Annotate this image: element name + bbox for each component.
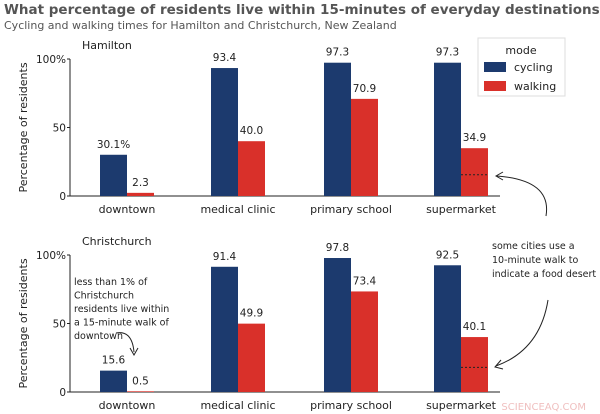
bar-cycling xyxy=(324,258,351,392)
legend-title: mode xyxy=(505,44,536,57)
legend-swatch-cycling xyxy=(484,62,506,72)
bar-walking xyxy=(127,192,154,196)
bar-walking xyxy=(127,391,154,392)
x-tick-label: medical clinic xyxy=(200,399,275,412)
bar-cycling xyxy=(100,370,127,392)
x-tick-label: supermarket xyxy=(426,203,497,216)
legend-swatch-walking xyxy=(484,81,506,91)
note-line: a 15-minute walk of xyxy=(74,318,169,329)
food-desert-arrowhead-top xyxy=(494,171,504,181)
data-label-walking: 49.9 xyxy=(240,308,263,320)
watermark: SCIENCEAQ.COM xyxy=(501,402,586,413)
x-tick-label: supermarket xyxy=(426,399,497,412)
bar-cycling xyxy=(100,154,127,196)
data-label-cycling: 97.3 xyxy=(436,47,459,59)
note-line: some cities use a xyxy=(492,241,575,252)
panel-title: Christchurch xyxy=(82,235,152,248)
bar-cycling xyxy=(324,62,351,196)
y-axis-label: Percentage of residents xyxy=(17,62,30,192)
note-line: Christchurch xyxy=(74,291,134,302)
note-line: downtown xyxy=(74,331,123,342)
food-desert-arrowhead-bottom xyxy=(494,359,504,370)
y-tick-label: 50 xyxy=(53,123,66,135)
bar-cycling xyxy=(434,62,461,196)
panel-christchurch: Christchurch Percentage of residents 0 50 10… xyxy=(17,235,500,412)
legend-label-walking: walking xyxy=(514,80,556,93)
panel-hamilton: Hamilton Percentage of residents 0 50 100% do… xyxy=(17,39,500,216)
data-label-walking: 2.3 xyxy=(132,177,149,189)
data-label-walking: 34.9 xyxy=(463,132,486,144)
data-label-walking: 40.1 xyxy=(463,321,486,333)
data-label-walking: 40.0 xyxy=(240,125,263,137)
bar-walking xyxy=(238,141,265,196)
data-label-cycling: 92.5 xyxy=(436,249,459,261)
downtown-arrow xyxy=(115,332,135,353)
y-tick-label: 100% xyxy=(36,54,66,66)
food-desert-arrow-bottom xyxy=(495,299,549,367)
data-label-cycling: 97.3 xyxy=(326,47,349,59)
y-tick-label: 100% xyxy=(36,250,66,262)
y-axis-label: Percentage of residents xyxy=(17,258,30,388)
x-tick-label: medical clinic xyxy=(200,203,275,216)
chart-subtitle: Cycling and walking times for Hamilton a… xyxy=(4,19,397,32)
chart-title: What percentage of residents live within… xyxy=(4,2,600,18)
y-tick-label: 0 xyxy=(59,387,66,399)
x-tick-label: primary school xyxy=(310,399,392,412)
annotations: less than 1% of Christchurch residents liv… xyxy=(74,171,596,370)
legend: mode cycling walking xyxy=(477,37,566,97)
downtown-arrowhead xyxy=(129,347,139,357)
bar-walking xyxy=(351,98,378,196)
data-label-cycling: 97.8 xyxy=(326,242,349,254)
bar-cycling xyxy=(211,266,238,392)
note-line: indicate a food desert xyxy=(492,269,596,280)
data-label-walking: 70.9 xyxy=(353,83,376,95)
data-label-cycling: 91.4 xyxy=(213,251,237,263)
legend-label-cycling: cycling xyxy=(514,61,553,74)
bar-cycling xyxy=(211,68,238,196)
note-line: 10-minute walk to xyxy=(492,255,579,266)
note-line: residents live within xyxy=(74,304,169,315)
bar-walking xyxy=(461,337,488,392)
y-tick-label: 0 xyxy=(59,191,66,203)
food-desert-arrow-top xyxy=(496,175,548,217)
data-label-walking: 0.5 xyxy=(132,375,149,387)
x-tick-label: primary school xyxy=(310,203,392,216)
x-tick-label: downtown xyxy=(99,399,156,412)
data-label-walking: 73.4 xyxy=(353,275,377,287)
bar-walking xyxy=(351,291,378,392)
data-label-cycling: 93.4 xyxy=(213,52,237,64)
food-desert-note: some cities use a 10-minute walk to indica… xyxy=(492,241,596,280)
data-label-cycling: 15.6 xyxy=(102,355,126,367)
bar-walking xyxy=(238,323,265,392)
panel-title: Hamilton xyxy=(82,39,132,52)
bar-cycling xyxy=(434,265,461,392)
bar-walking xyxy=(461,148,488,196)
y-tick-label: 50 xyxy=(53,319,66,331)
downtown-note: less than 1% of Christchurch residents liv… xyxy=(74,277,169,342)
x-tick-label: downtown xyxy=(99,203,156,216)
data-label-cycling: 30.1% xyxy=(97,139,130,151)
note-line: less than 1% of xyxy=(74,277,148,288)
